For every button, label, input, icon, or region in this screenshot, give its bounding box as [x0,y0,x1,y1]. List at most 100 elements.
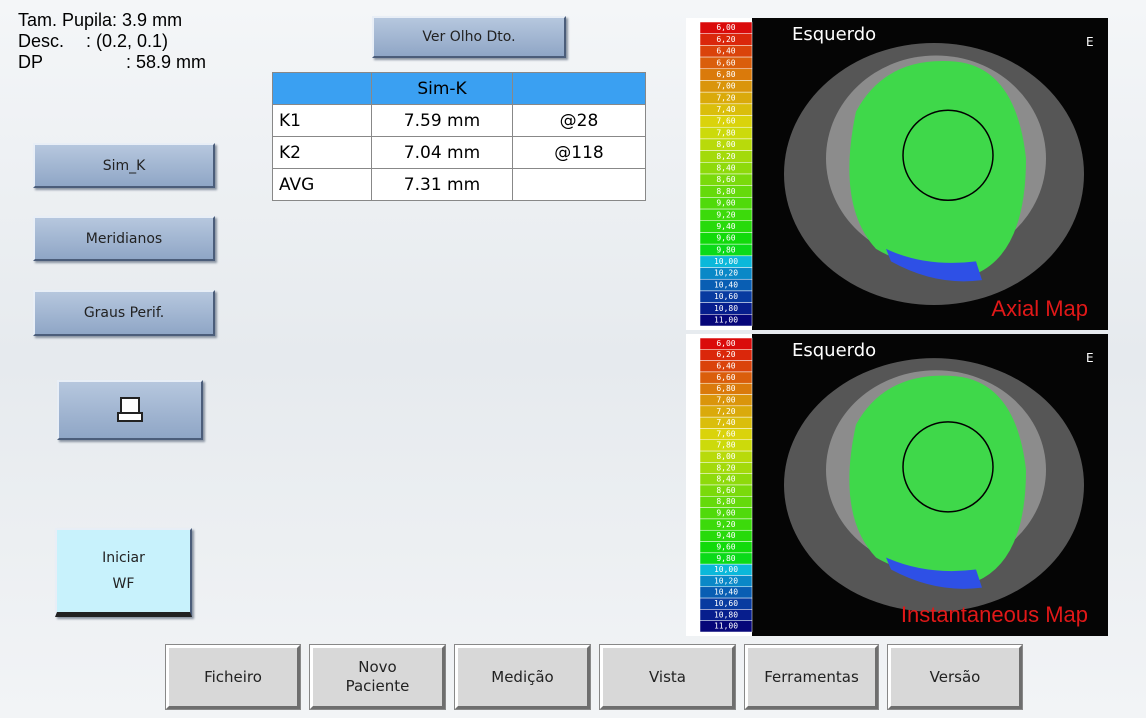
menu-button[interactable]: Ferramentas [745,645,878,709]
menu-button[interactable]: Medição [455,645,590,709]
scale-label: 9,60 [716,542,735,551]
map-title: Instantaneous Map [901,602,1088,627]
dp-label: DP [18,52,43,73]
cell: 7.31 mm [372,169,513,201]
print-button[interactable] [57,380,203,440]
scale-label: 7,40 [716,105,735,114]
menu-button[interactable]: Ficheiro [166,645,300,709]
scale-label: 9,60 [716,234,735,243]
scale-label: 8,00 [716,140,735,149]
scale-label: 6,60 [716,58,735,67]
scale-label: 10,80 [714,610,738,619]
scale-label: 8,60 [716,486,735,495]
scale-label: 8,20 [716,463,735,472]
menu-label: Novo [358,658,396,677]
dp-value: : 58.9 mm [126,52,206,73]
scale-label: 7,80 [716,441,735,450]
scale-label: 6,20 [716,350,735,359]
scale-label: 7,60 [716,429,735,438]
cell: 7.04 mm [372,137,513,169]
scale-label: 9,20 [716,520,735,529]
scale-label: 9,00 [716,199,735,208]
scale-label: 6,00 [716,23,735,32]
scale-label: 9,80 [716,245,735,254]
scale-label: 8,80 [716,187,735,196]
button-line: Iniciar [102,545,145,571]
scale-label: 9,80 [716,554,735,563]
cell: @118 [513,137,646,169]
scale-label: 9,00 [716,509,735,518]
scale-label: 7,20 [716,407,735,416]
scale-label: 10,00 [714,565,738,574]
scale-label: 8,20 [716,152,735,161]
cell: @28 [513,105,646,137]
button-line: WF [113,571,135,597]
menu-label: Versão [930,668,981,687]
scale-label: 6,40 [716,362,735,371]
curvature-blob [849,376,1026,582]
scale-label: 6,80 [716,70,735,79]
eye-label: Esquerdo [792,24,876,45]
cell: AVG [273,169,372,201]
scale-label: 10,80 [714,304,738,313]
scale-label: 10,20 [714,269,738,278]
map-title: Axial Map [991,296,1088,321]
scale-label: 10,60 [714,599,738,608]
scale-label: 7,40 [716,418,735,427]
scale-label: 9,20 [716,210,735,219]
cell: 7.59 mm [372,105,513,137]
app: Tam. Pupila: 3.9 mm Desc. : (0.2, 0.1) D… [0,0,1146,718]
menu-label: Vista [649,668,686,687]
cell: K2 [273,137,372,169]
scale-label: 8,40 [716,163,735,172]
pupil-info: Tam. Pupila: 3.9 mm [18,10,182,31]
side-label: E [1086,35,1094,49]
scale-label: 10,20 [714,576,738,585]
scale-label: 10,40 [714,280,738,289]
simk-button[interactable]: Sim_K [33,143,215,188]
scale-label: 9,40 [716,531,735,540]
scale-label: 10,00 [714,257,738,266]
scale-label: 6,20 [716,35,735,44]
scale-label: 6,00 [716,339,735,348]
scale-label: 10,60 [714,292,738,301]
eye-label: Esquerdo [792,340,876,361]
scale-label: 7,60 [716,117,735,126]
desc-label: Desc. [18,31,64,52]
scale-label: 6,60 [716,373,735,382]
menu-label: Paciente [346,677,410,696]
print-icon [115,395,145,425]
scale-label: 7,20 [716,93,735,102]
menu-label: Medição [491,668,553,687]
scale-label: 8,40 [716,475,735,484]
other-eye-button[interactable]: Ver Olho Dto. [372,16,566,58]
scale-label: 11,00 [714,315,738,324]
scale-label: 7,00 [716,82,735,91]
scale-label: 8,60 [716,175,735,184]
meridians-button[interactable]: Meridianos [33,216,215,261]
table-header: Sim-K [372,73,513,105]
curvature-blob [849,61,1026,274]
topography-map: 6,00 6,20 6,40 6,60 6,80 7,00 7,20 7,40 7,60 7,80… [686,18,1108,330]
peripheral-button[interactable]: Graus Perif. [33,290,215,336]
menu-label: Ferramentas [764,668,859,687]
scale-label: 7,80 [716,128,735,137]
scale-label: 9,40 [716,222,735,231]
menu-label: Ficheiro [204,668,262,687]
scale-label: 6,80 [716,384,735,393]
scale-label: 8,80 [716,497,735,506]
scale-label: 7,00 [716,395,735,404]
side-label: E [1086,351,1094,365]
scale-label: 6,40 [716,47,735,56]
topography-map: 6,00 6,20 6,40 6,60 6,80 7,00 7,20 7,40 7,60 7,80… [686,334,1108,636]
scale-label: 11,00 [714,622,738,631]
desc-value: : (0.2, 0.1) [86,31,168,52]
menu-button[interactable]: Vista [600,645,735,709]
cell: K1 [273,105,372,137]
scale-label: 10,40 [714,588,738,597]
scale-label: 8,00 [716,452,735,461]
menu-button[interactable]: Versão [888,645,1022,709]
